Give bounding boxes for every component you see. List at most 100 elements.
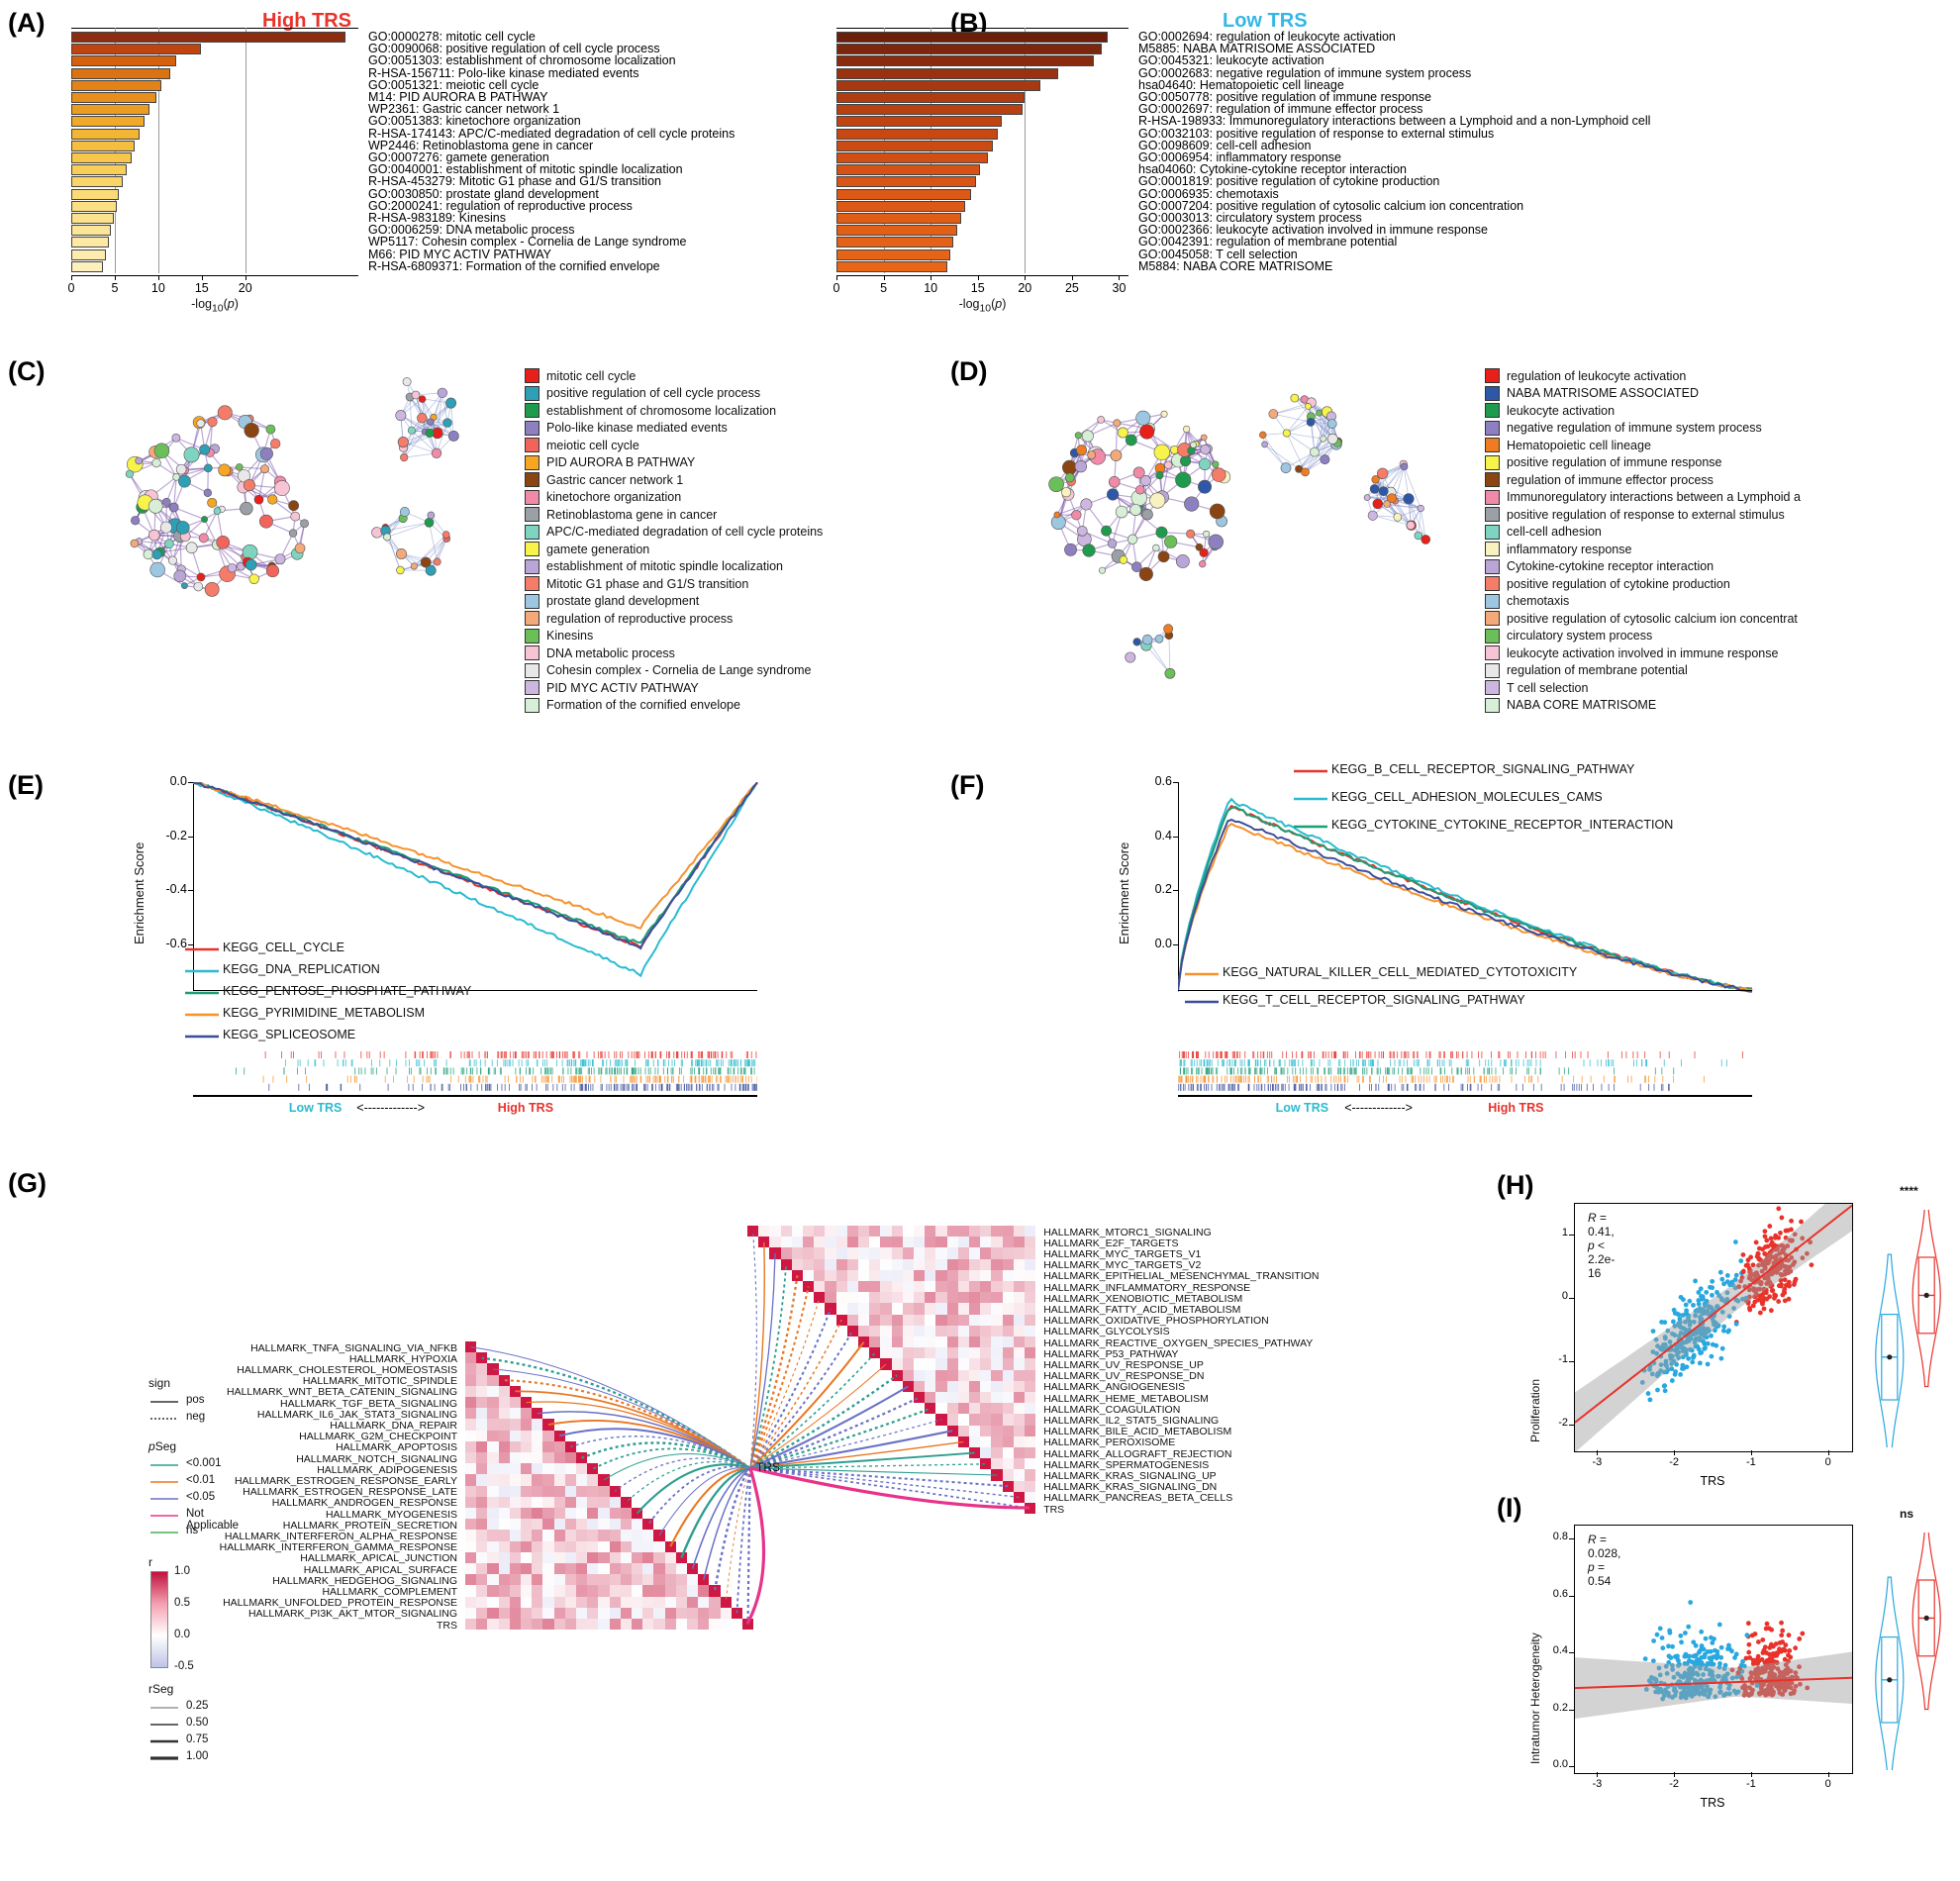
heatmap-cell bbox=[465, 1463, 476, 1474]
heatmap-cell bbox=[632, 1552, 642, 1563]
heatmap-cell bbox=[632, 1563, 642, 1574]
heatmap-cell bbox=[1025, 1447, 1035, 1458]
heatmap-cell bbox=[565, 1519, 576, 1530]
heatmap-cell bbox=[903, 1381, 914, 1392]
high-trs-label: High TRS bbox=[1488, 1101, 1543, 1115]
x-tick bbox=[71, 275, 72, 280]
x-tick bbox=[1597, 1450, 1598, 1455]
heatmap-cell bbox=[869, 1281, 880, 1292]
bar bbox=[71, 104, 149, 115]
heatmap-cell bbox=[1014, 1292, 1025, 1303]
heatmap-cell bbox=[925, 1237, 935, 1247]
bar bbox=[71, 55, 176, 66]
heatmap-cell bbox=[980, 1426, 991, 1436]
heatmap-cell bbox=[903, 1303, 914, 1314]
heatmap-cell bbox=[576, 1486, 587, 1497]
heatmap-cell bbox=[836, 1226, 847, 1237]
legend-line-style bbox=[150, 1397, 178, 1407]
heatmap-cell bbox=[532, 1486, 542, 1497]
bar bbox=[836, 249, 950, 260]
heatmap-cell bbox=[947, 1381, 958, 1392]
legend-label: establishment of mitotic spindle localiz… bbox=[546, 559, 783, 573]
y-tick bbox=[1569, 1235, 1574, 1236]
y-tick-label: 0 bbox=[1540, 1290, 1568, 1302]
heatmap-cell bbox=[991, 1270, 1002, 1281]
heatmap-cell bbox=[676, 1597, 687, 1608]
heatmap-cell bbox=[1025, 1469, 1035, 1480]
legend-label: DNA metabolic process bbox=[546, 646, 675, 660]
heatmap-cell bbox=[1014, 1414, 1025, 1425]
heatmap-cell bbox=[1003, 1315, 1014, 1326]
heatmap-cell bbox=[858, 1259, 869, 1270]
heatmap-cell bbox=[598, 1474, 609, 1485]
heatmap-cell bbox=[958, 1358, 969, 1369]
heatmap-cell bbox=[576, 1463, 587, 1474]
bar bbox=[71, 116, 145, 127]
heatmap-cell bbox=[499, 1530, 510, 1540]
heatmap-row-label: HALLMARK_MYOGENESIS bbox=[326, 1509, 457, 1521]
heatmap-cell bbox=[476, 1608, 487, 1619]
legend-swatch bbox=[525, 594, 539, 609]
heatmap-cell bbox=[565, 1563, 576, 1574]
heatmap-cell bbox=[980, 1281, 991, 1292]
heatmap-row-label: HALLMARK_COMPLEMENT bbox=[322, 1586, 457, 1598]
heatmap-row-label: HALLMARK_UV_RESPONSE_DN bbox=[1043, 1370, 1204, 1382]
heatmap-cell bbox=[554, 1541, 565, 1552]
heatmap-cell bbox=[521, 1463, 532, 1474]
heatmap-cell bbox=[476, 1597, 487, 1608]
heatmap-cell bbox=[969, 1270, 980, 1281]
heatmap-cell bbox=[542, 1608, 553, 1619]
heatmap-cell bbox=[621, 1519, 632, 1530]
heatmap-cell bbox=[565, 1474, 576, 1485]
heatmap-cell bbox=[847, 1237, 858, 1247]
heatmap-cell bbox=[510, 1474, 521, 1485]
heatmap-cell bbox=[554, 1486, 565, 1497]
heatmap-cell bbox=[1014, 1347, 1025, 1358]
heatmap-cell bbox=[510, 1619, 521, 1630]
heatmap-cell bbox=[499, 1608, 510, 1619]
heatmap-cell bbox=[532, 1585, 542, 1596]
heatmap-row-label: HALLMARK_INTERFERON_GAMMA_RESPONSE bbox=[220, 1541, 457, 1553]
heatmap-cell bbox=[510, 1497, 521, 1508]
heatmap-cell bbox=[465, 1585, 476, 1596]
heatmap-cell bbox=[903, 1259, 914, 1270]
legend-swatch bbox=[525, 421, 539, 436]
legend-label: meiotic cell cycle bbox=[546, 439, 639, 452]
series-color-line bbox=[1185, 968, 1219, 980]
heatmap-cell bbox=[621, 1497, 632, 1508]
legend-label: gamete generation bbox=[546, 543, 649, 556]
panel-label-d: (D) bbox=[950, 356, 987, 387]
heatmap-cell bbox=[487, 1541, 498, 1552]
heatmap-cell bbox=[487, 1375, 498, 1386]
heatmap-cell bbox=[969, 1315, 980, 1326]
legend-rseg-swatch bbox=[150, 1736, 178, 1746]
heatmap-cell bbox=[958, 1392, 969, 1403]
heatmap-cell bbox=[1003, 1469, 1014, 1480]
heatmap-cell bbox=[903, 1358, 914, 1369]
heatmap-cell bbox=[969, 1347, 980, 1358]
heatmap-row-label: TRS bbox=[1043, 1504, 1064, 1516]
heatmap-cell bbox=[465, 1352, 476, 1363]
heatmap-cell bbox=[1025, 1414, 1035, 1425]
heatmap-cell bbox=[554, 1608, 565, 1619]
heatmap-cell bbox=[1014, 1303, 1025, 1314]
heatmap-cell bbox=[532, 1508, 542, 1519]
legend-item: DNA metabolic process bbox=[525, 645, 823, 660]
heatmap-cell bbox=[521, 1441, 532, 1452]
heatmap-cell bbox=[621, 1597, 632, 1608]
heatmap-cell bbox=[576, 1585, 587, 1596]
heatmap-cell bbox=[880, 1292, 891, 1303]
heatmap-cell bbox=[958, 1436, 969, 1447]
scatter-points bbox=[1575, 1204, 1852, 1451]
heatmap-cell bbox=[521, 1397, 532, 1408]
heatmap-cell bbox=[542, 1541, 553, 1552]
heatmap-cell bbox=[499, 1563, 510, 1574]
legend-label: Gastric cancer network 1 bbox=[546, 473, 683, 487]
heatmap-cell bbox=[598, 1608, 609, 1619]
heatmap-row-label: HALLMARK_UV_RESPONSE_UP bbox=[1043, 1359, 1204, 1371]
heatmap-row-label: HALLMARK_G2M_CHECKPOINT bbox=[299, 1431, 457, 1442]
heatmap-cell bbox=[980, 1226, 991, 1237]
heatmap-cell bbox=[565, 1530, 576, 1540]
heatmap-cell bbox=[653, 1619, 664, 1630]
heatmap-cell bbox=[935, 1247, 946, 1258]
